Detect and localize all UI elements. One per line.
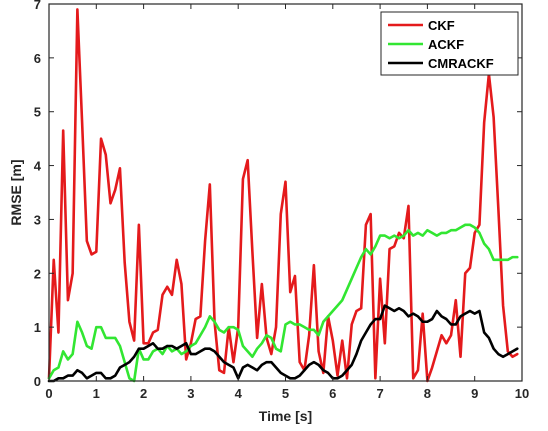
- y-axis-label: RMSE [m]: [8, 159, 24, 225]
- x-tick-label: 0: [45, 386, 52, 401]
- y-axis-ticks: 0 1 2 3 4 5 6 7: [34, 0, 522, 389]
- x-axis-label: Time [s]: [259, 408, 312, 424]
- x-tick-label: 10: [515, 386, 529, 401]
- series-layer: [47, 8, 519, 383]
- y-tick-label: 4: [34, 159, 42, 174]
- x-tick-label: 7: [376, 386, 383, 401]
- legend-label-ckf: CKF: [428, 18, 455, 33]
- legend-label-ackf: ACKF: [428, 37, 464, 52]
- x-tick-label: 9: [471, 386, 478, 401]
- y-tick-label: 3: [34, 212, 41, 227]
- y-tick-label: 0: [34, 374, 41, 389]
- y-tick-label: 5: [34, 105, 41, 120]
- series-line-cmrackf: [47, 304, 519, 383]
- series-line-ackf: [47, 223, 519, 383]
- x-tick-label: 8: [424, 386, 431, 401]
- x-axis-ticks: 0 1 2 3 4 5 6 7 8 9 10: [45, 4, 529, 401]
- legend: CKF ACKF CMRACKF: [380, 11, 519, 76]
- y-tick-label: 1: [34, 320, 41, 335]
- legend-label-cmrackf: CMRACKF: [428, 56, 494, 71]
- series-line-ckf: [47, 8, 519, 383]
- x-tick-label: 6: [329, 386, 336, 401]
- y-tick-label: 7: [34, 0, 41, 12]
- x-tick-label: 4: [235, 386, 243, 401]
- y-tick-label: 2: [34, 266, 41, 281]
- x-tick-label: 5: [282, 386, 289, 401]
- y-tick-label: 6: [34, 51, 41, 66]
- x-tick-label: 2: [140, 386, 147, 401]
- x-tick-label: 1: [93, 386, 100, 401]
- x-tick-label: 3: [187, 386, 194, 401]
